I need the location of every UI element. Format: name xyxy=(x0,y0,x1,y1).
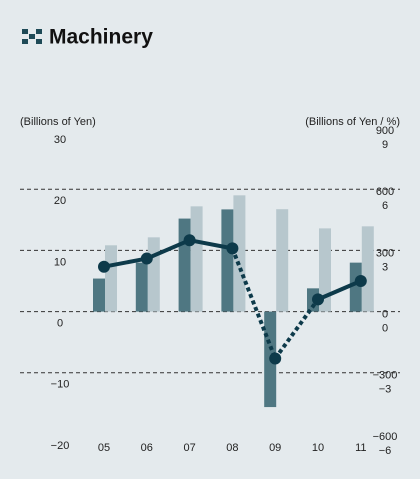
y3-tick-label: 3 xyxy=(382,261,388,273)
x-tick-label: 05 xyxy=(98,442,110,454)
y3-tick-label: −6 xyxy=(379,445,392,457)
bar xyxy=(221,209,234,312)
bar xyxy=(105,245,117,312)
y2-tick-label: −600 xyxy=(373,431,398,443)
y-tick-label: 20 xyxy=(54,195,66,207)
x-tick-label: 07 xyxy=(183,442,195,454)
x-tick-label: 06 xyxy=(141,442,153,454)
y2-tick-label: 600 xyxy=(376,186,394,198)
line-segment xyxy=(273,298,320,360)
y-tick-label: −10 xyxy=(51,379,70,391)
line-marker xyxy=(226,242,239,255)
y3-tick-label: −3 xyxy=(379,384,392,396)
line-segment xyxy=(317,279,362,302)
line-segment xyxy=(146,238,191,261)
bar xyxy=(135,262,148,312)
y2-tick-label: −300 xyxy=(373,370,398,382)
line-marker xyxy=(269,352,282,365)
title-icon xyxy=(22,29,42,44)
y3-tick-label: 0 xyxy=(382,323,388,335)
bar xyxy=(361,226,374,312)
y-tick-label: −20 xyxy=(51,440,70,452)
y-tick-label: 30 xyxy=(54,134,66,146)
y2-tick-label: 900 xyxy=(376,125,394,137)
bar xyxy=(233,195,246,312)
bar xyxy=(276,209,289,312)
line-segment xyxy=(189,238,233,251)
y2-tick-label: 300 xyxy=(376,247,394,259)
x-tick-label: 08 xyxy=(226,442,238,454)
x-tick-label: 10 xyxy=(312,442,324,454)
line-marker xyxy=(183,234,196,247)
y2-axis-label: (Billions of Yen / %) xyxy=(305,116,400,128)
line-marker xyxy=(140,252,153,265)
bar xyxy=(147,237,160,312)
chart-title: Machinery xyxy=(49,26,153,49)
bar xyxy=(349,262,362,312)
line-segment xyxy=(103,256,148,269)
y-tick-label: 0 xyxy=(57,318,63,330)
bar xyxy=(178,218,191,312)
y3-tick-label: 9 xyxy=(382,139,388,151)
line-marker xyxy=(98,260,110,273)
x-tick-label: 09 xyxy=(269,442,281,454)
y-tick-label: 10 xyxy=(54,256,66,268)
y2-tick-label: 0 xyxy=(382,309,388,321)
line-segment xyxy=(230,247,278,360)
x-tick-label: 11 xyxy=(355,442,366,454)
bar xyxy=(93,278,105,312)
y-axis-label: (Billions of Yen) xyxy=(20,116,96,128)
line-marker xyxy=(312,293,324,306)
bar xyxy=(319,228,331,312)
y3-tick-label: 6 xyxy=(382,200,388,212)
bar xyxy=(190,206,203,312)
line-marker xyxy=(354,275,367,287)
